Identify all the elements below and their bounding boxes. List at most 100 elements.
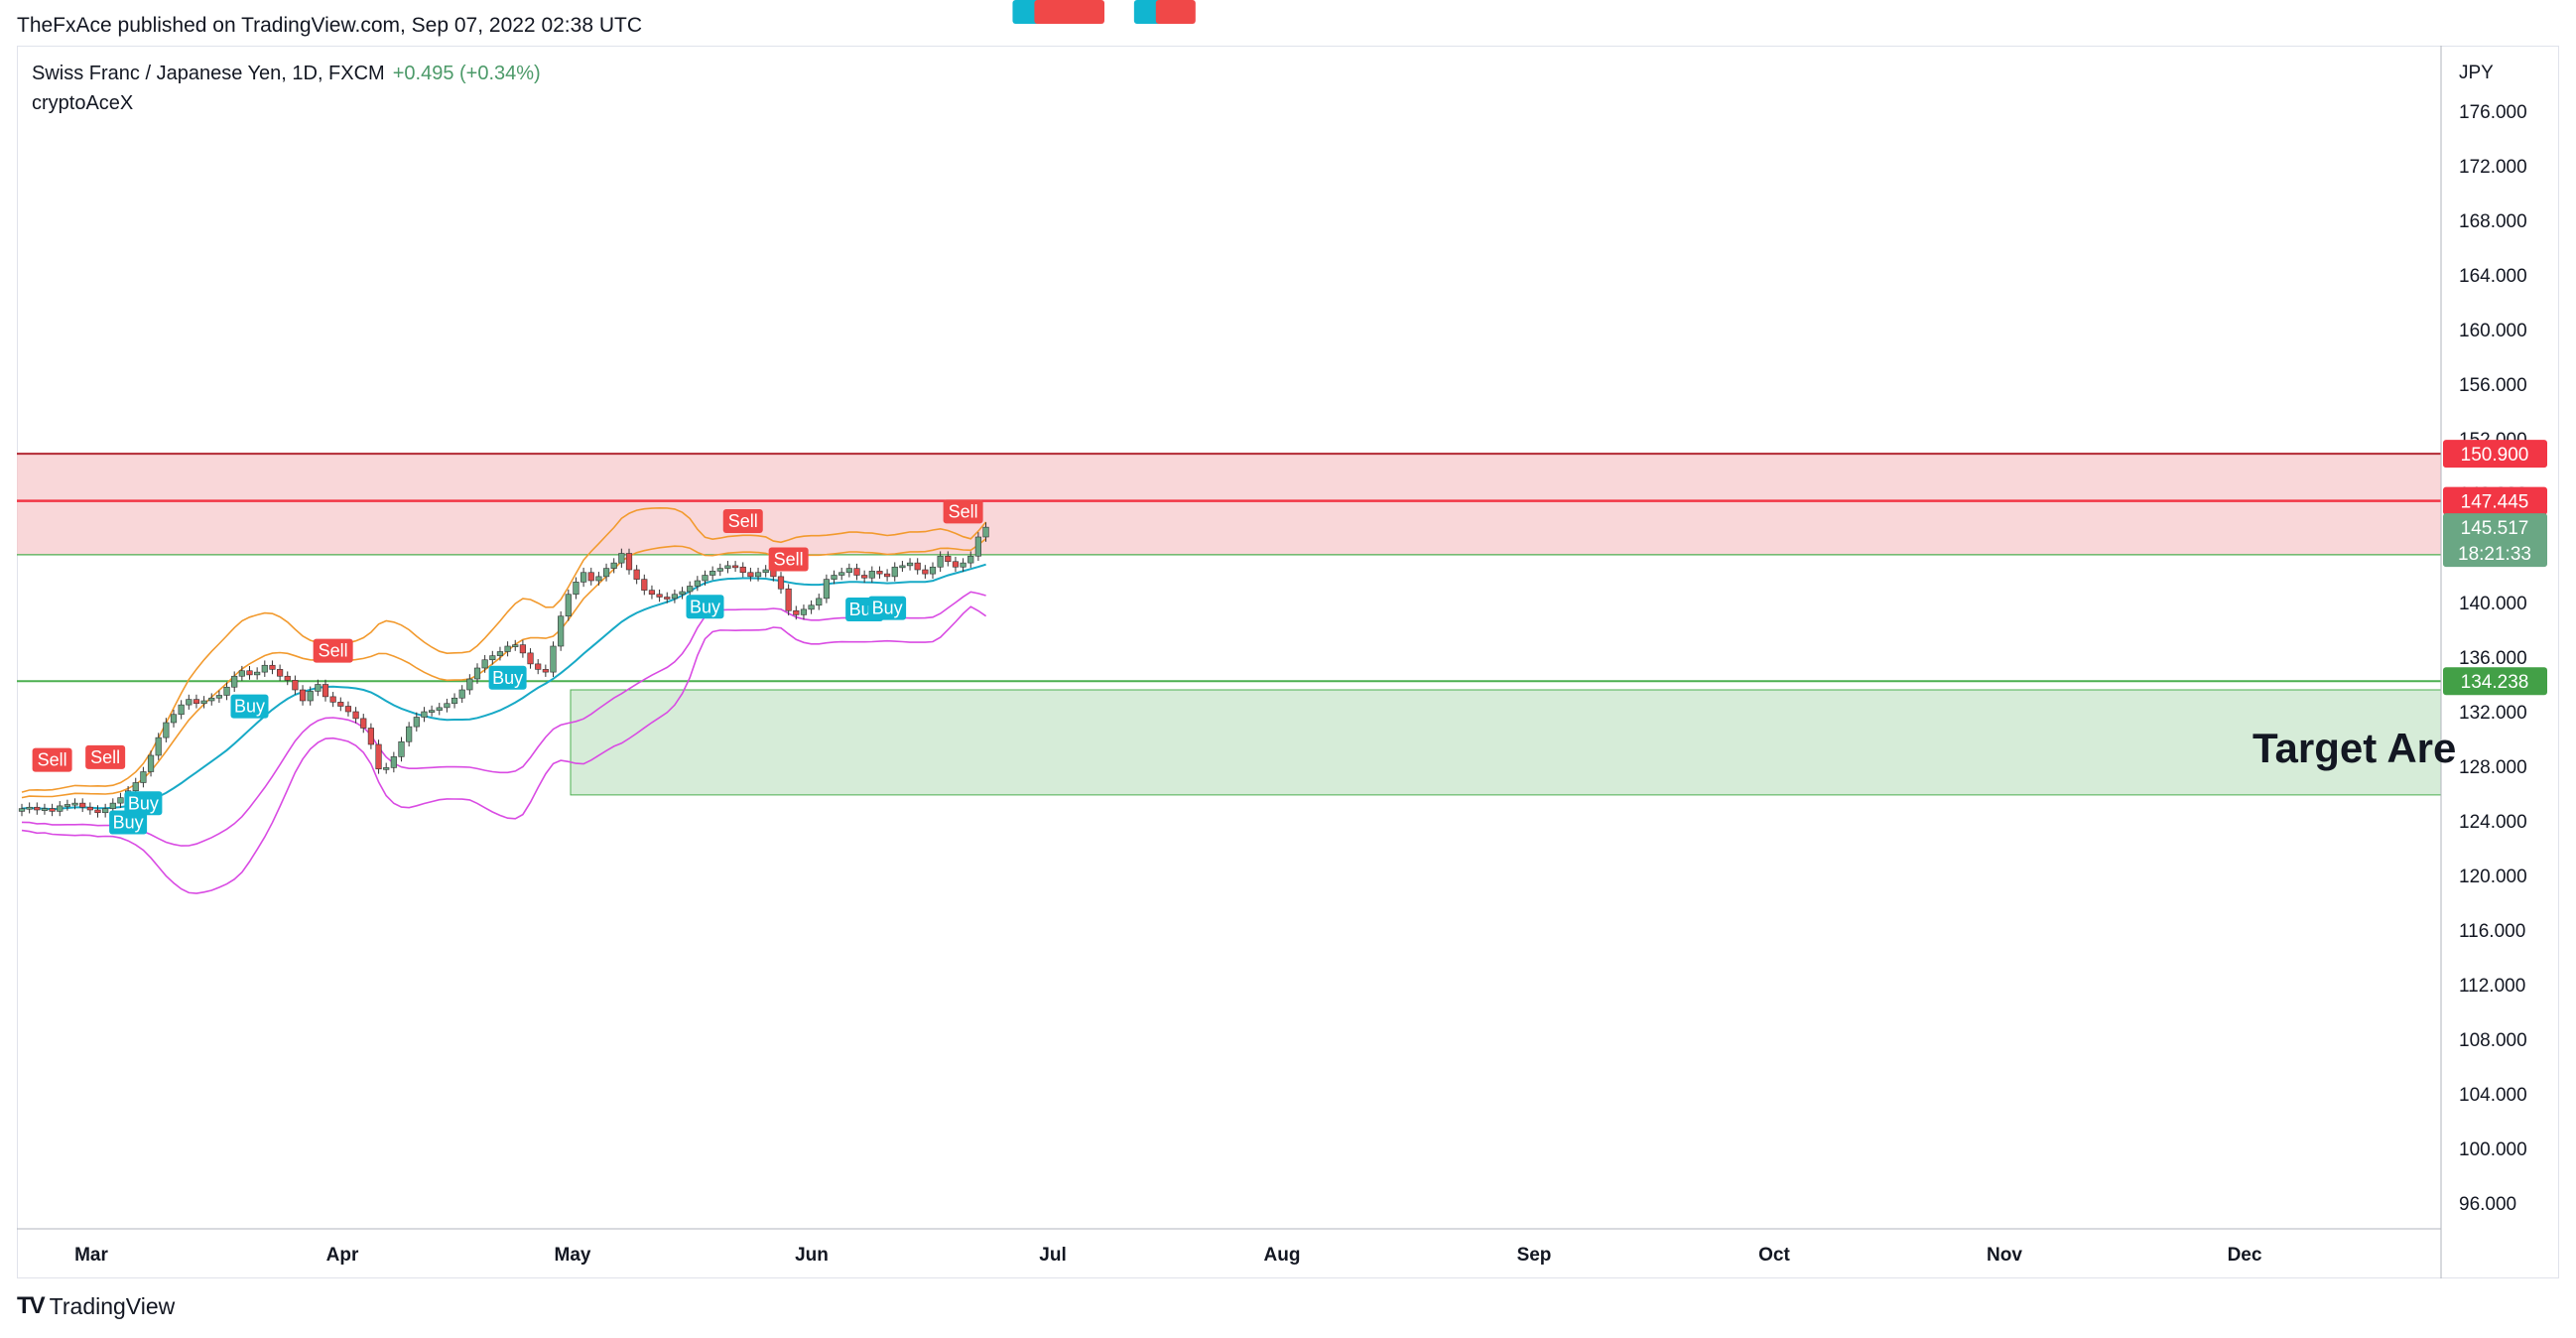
last-price-tag xyxy=(2443,513,2547,568)
target-area-label: Target Are xyxy=(2253,725,2456,771)
candle-body xyxy=(512,644,519,647)
candle-body xyxy=(831,575,837,580)
candle-body xyxy=(648,590,656,596)
candle-body xyxy=(329,696,336,703)
y-tick-label: 160.000 xyxy=(2459,321,2527,341)
candle-body xyxy=(754,572,762,578)
candle-body xyxy=(838,572,845,576)
last-price-tag-text: 145.517 xyxy=(2461,518,2529,539)
candle-body xyxy=(960,562,966,568)
candle-body xyxy=(231,675,238,688)
candle-body xyxy=(573,582,580,596)
x-tick-label: May xyxy=(555,1245,591,1266)
upper-resistance-tag xyxy=(2443,440,2547,468)
sell-signal-badge xyxy=(943,499,983,524)
candle-body xyxy=(762,569,769,574)
y-tick-label: 176.000 xyxy=(2459,102,2527,123)
resistance-tag-text: 147.445 xyxy=(2461,492,2529,513)
candle-body xyxy=(292,680,299,691)
candle-body xyxy=(974,536,981,557)
candle-body xyxy=(337,702,344,707)
candle-body xyxy=(656,594,663,598)
candle-body xyxy=(117,797,124,804)
y-tick-label: 136.000 xyxy=(2459,648,2527,669)
sell-signal-badge xyxy=(768,547,809,572)
signal-label: Buy xyxy=(690,597,720,616)
candle-body xyxy=(64,804,70,807)
candle-body xyxy=(664,597,671,600)
candle-body xyxy=(731,565,739,569)
candle-body xyxy=(254,671,261,676)
symbol-legend[interactable]: Swiss Franc / Japanese Yen, 1D, FXCM +0.4… xyxy=(32,63,541,85)
candle-body xyxy=(413,717,420,728)
candle-body xyxy=(34,806,41,811)
candle-body xyxy=(269,664,276,670)
candle-body xyxy=(906,562,914,567)
candle-body xyxy=(246,670,253,676)
candle-body xyxy=(580,572,587,583)
candle-body xyxy=(428,710,436,713)
candle-body xyxy=(694,580,701,587)
x-tick-label: Sep xyxy=(1517,1245,1552,1266)
candle-body xyxy=(922,569,929,575)
candle-body xyxy=(458,689,465,699)
candle-body xyxy=(641,579,648,591)
candle-body xyxy=(800,608,808,615)
y-tick-label: 128.000 xyxy=(2459,757,2527,778)
y-tick-label: 164.000 xyxy=(2459,266,2527,287)
buy-signal-badge xyxy=(109,810,148,835)
candle-body xyxy=(527,652,534,665)
y-tick-label: 108.000 xyxy=(2459,1030,2527,1051)
candle-body xyxy=(610,562,617,569)
upper-band-inner xyxy=(21,538,987,799)
candle-body xyxy=(595,576,602,582)
candle-body xyxy=(565,594,572,617)
sell-zone xyxy=(17,454,2441,555)
candle-body xyxy=(945,555,952,563)
candle-body xyxy=(914,562,921,571)
candle-body xyxy=(519,644,526,654)
candle-body xyxy=(367,728,375,745)
signal-label: Buy xyxy=(234,697,265,717)
candle-body xyxy=(109,802,116,809)
x-tick-label: Apr xyxy=(326,1245,359,1266)
candle-body xyxy=(132,782,139,792)
signal-label: Sell xyxy=(949,501,978,521)
candle-body xyxy=(845,568,852,574)
signal-label: Sell xyxy=(1039,0,1069,4)
y-tick-label: 132.000 xyxy=(2459,703,2527,724)
signal-label: Sell xyxy=(90,747,120,767)
candle-body xyxy=(307,691,314,702)
axes-layer: JPY 176.000 172.000 168.000 164.000 160.000 15… xyxy=(17,46,2547,1278)
y-tick-label: 104.000 xyxy=(2459,1085,2527,1106)
candle-body xyxy=(793,609,800,615)
candle-body xyxy=(421,711,428,718)
candle-body xyxy=(41,808,49,811)
candle-body xyxy=(315,684,322,692)
price-change: +0.495 (+0.34%) xyxy=(392,63,541,84)
candle-body xyxy=(861,575,868,579)
candle-body xyxy=(558,615,565,647)
sell-signal-badge xyxy=(1155,0,1196,24)
candle-body xyxy=(375,743,382,770)
tradingview-brand[interactable]: TV TradingView xyxy=(17,1292,175,1320)
candle-body xyxy=(451,697,458,705)
candle-body xyxy=(178,704,185,716)
candle-body xyxy=(702,575,708,582)
sell-signal-badge xyxy=(32,747,72,772)
signal-label: Buy xyxy=(872,599,903,618)
signal-label: Buy xyxy=(1016,0,1047,4)
y-tick-label: 172.000 xyxy=(2459,157,2527,178)
y-tick-label: 124.000 xyxy=(2459,812,2527,833)
candle-body xyxy=(276,669,284,677)
brand-label: TradingView xyxy=(49,1292,176,1319)
support-tag xyxy=(2443,667,2547,696)
countdown-text: 18:21:33 xyxy=(2458,544,2531,565)
x-tick-label: Aug xyxy=(1264,1245,1301,1266)
candle-body xyxy=(929,566,937,575)
candle-body xyxy=(967,555,974,564)
candle-body xyxy=(937,555,944,568)
buy-signal-badge xyxy=(230,694,269,719)
candle-body xyxy=(739,566,746,574)
